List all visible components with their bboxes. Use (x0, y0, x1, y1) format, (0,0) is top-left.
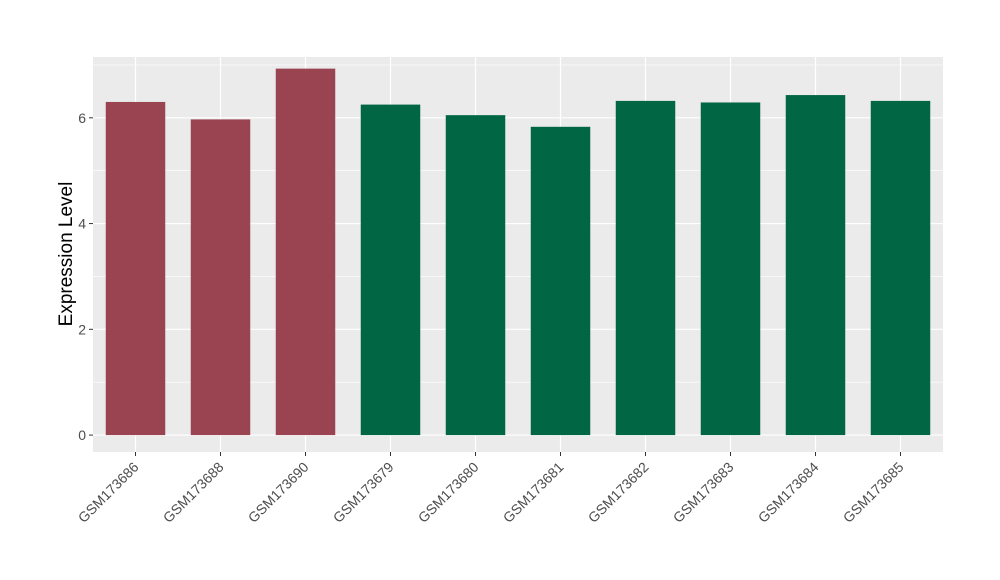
y-tick-label: 2 (78, 321, 86, 337)
x-tick-label: GSM173690 (245, 459, 312, 526)
bar-GSM173680 (445, 115, 506, 436)
x-tick-label: GSM173685 (840, 459, 907, 526)
bar-GSM173685 (870, 100, 931, 436)
bar-GSM173686 (105, 101, 166, 436)
x-tick-label: GSM173681 (500, 459, 567, 526)
y-tick-label: 4 (78, 216, 86, 232)
x-tick-label: GSM173680 (415, 459, 482, 526)
x-tick-label: GSM173683 (670, 459, 737, 526)
y-tick-label: 0 (78, 427, 86, 443)
bar-GSM173688 (190, 119, 251, 436)
y-tick-label: 6 (78, 110, 86, 126)
x-axis: GSM173686 GSM173688 GSM173690 GSM173679 GSM1… (75, 452, 907, 526)
bar-GSM173690 (275, 68, 336, 436)
bar-GSM173679 (360, 104, 421, 436)
x-tick-label: GSM173684 (755, 459, 822, 526)
bar-GSM173681 (530, 126, 591, 436)
bars (105, 68, 931, 436)
x-tick-label: GSM173682 (585, 459, 652, 526)
x-tick-label: GSM173688 (160, 459, 227, 526)
bar-GSM173684 (785, 95, 846, 436)
x-tick-label: GSM173686 (75, 459, 142, 526)
bar-GSM173683 (700, 102, 761, 436)
y-axis: 0 2 4 6 (78, 110, 93, 443)
bar-GSM173682 (615, 100, 676, 436)
x-tick-label: GSM173679 (330, 459, 397, 526)
y-axis-title: Expression Level (56, 182, 77, 327)
